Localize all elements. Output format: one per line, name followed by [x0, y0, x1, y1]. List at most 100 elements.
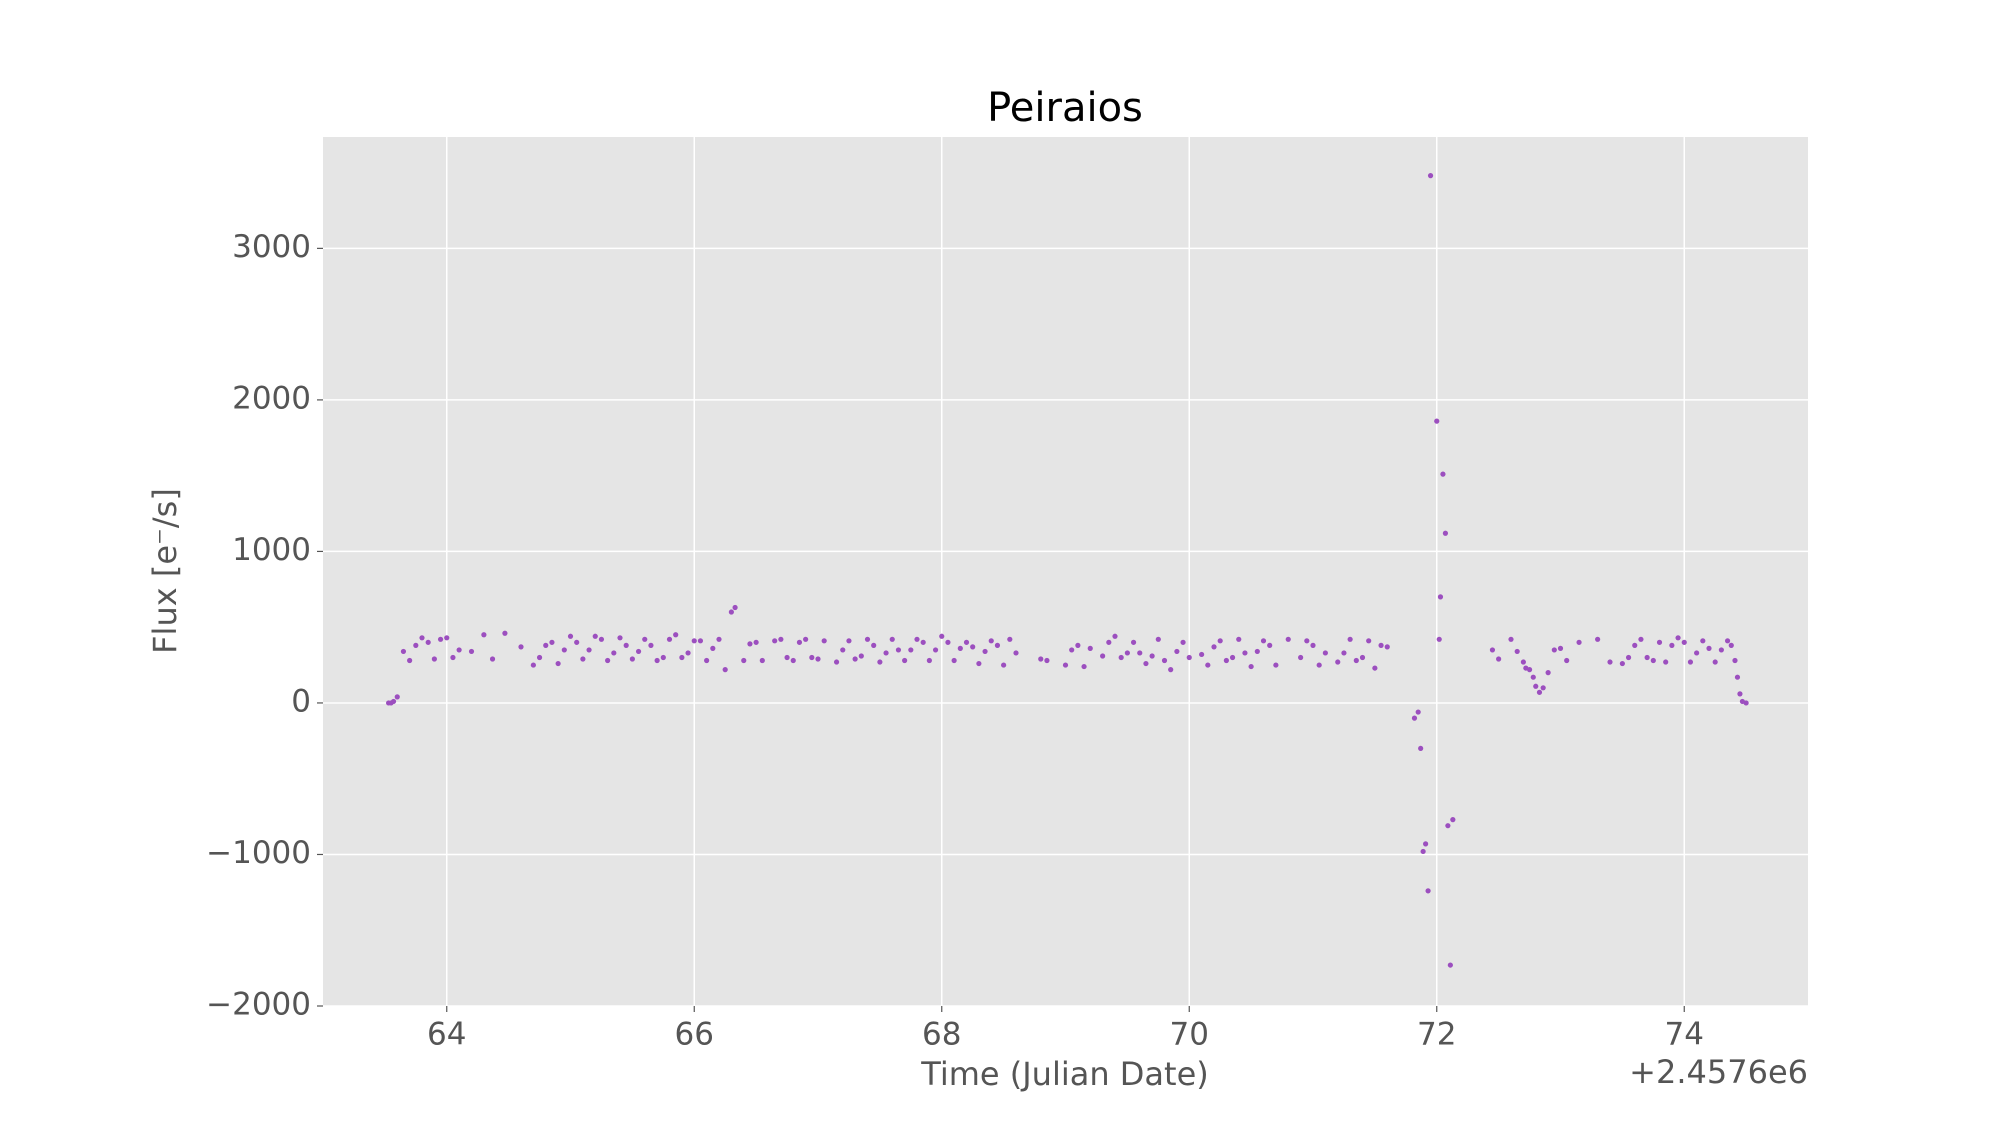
data-point — [673, 632, 679, 638]
x-tick-label: 72 — [1417, 1017, 1456, 1053]
data-point — [1100, 653, 1106, 659]
data-point — [732, 604, 738, 611]
data-point — [623, 642, 629, 648]
data-point — [691, 638, 697, 644]
data-point — [419, 635, 425, 641]
data-point — [846, 638, 852, 644]
data-point — [1619, 660, 1625, 667]
data-point — [437, 636, 444, 642]
data-point — [1663, 659, 1669, 665]
data-point — [728, 609, 734, 615]
data-point — [945, 639, 951, 645]
data-point — [895, 647, 902, 653]
data-point — [803, 636, 809, 642]
data-point — [1168, 667, 1174, 673]
data-point — [741, 657, 747, 664]
data-point — [654, 657, 660, 664]
data-point — [1694, 650, 1700, 656]
data-point — [1447, 962, 1453, 968]
data-point — [431, 656, 437, 662]
data-point — [951, 657, 957, 664]
data-point — [1211, 644, 1217, 650]
data-point — [1118, 654, 1124, 661]
data-point — [1236, 636, 1242, 642]
data-point — [902, 657, 908, 664]
data-point — [481, 632, 487, 638]
data-point — [858, 653, 864, 659]
data-point — [1734, 674, 1741, 680]
data-point — [1205, 662, 1211, 668]
data-point — [1669, 642, 1675, 648]
data-point — [833, 659, 840, 665]
data-point — [685, 650, 691, 656]
data-point — [586, 647, 592, 653]
data-point — [1496, 656, 1502, 662]
data-point — [994, 642, 1001, 648]
data-point — [920, 639, 926, 645]
data-point — [1384, 644, 1390, 650]
data-point — [450, 654, 456, 661]
data-point — [598, 636, 605, 642]
data-point — [784, 654, 790, 661]
data-point — [1638, 636, 1644, 642]
data-point — [1087, 645, 1093, 651]
data-point — [518, 644, 524, 650]
data-point — [468, 648, 475, 655]
data-point — [840, 647, 846, 653]
data-point — [1137, 650, 1143, 656]
data-point — [1437, 594, 1444, 600]
data-point — [679, 654, 685, 661]
data-point — [970, 644, 976, 650]
y-tick-label: 0 — [291, 683, 311, 719]
data-point — [574, 639, 580, 645]
data-point — [908, 647, 914, 653]
data-point — [1700, 638, 1706, 644]
data-point — [1341, 650, 1347, 656]
data-point — [561, 647, 567, 653]
data-point — [704, 657, 710, 664]
data-point — [1650, 657, 1656, 664]
data-point — [1718, 647, 1724, 653]
data-point — [1675, 635, 1681, 641]
data-point — [502, 630, 508, 636]
data-point — [1366, 638, 1372, 644]
data-point — [1174, 648, 1180, 655]
data-point — [1062, 662, 1069, 668]
data-point — [1425, 888, 1431, 894]
data-point — [1415, 709, 1421, 715]
data-point — [815, 656, 821, 662]
data-point — [1001, 662, 1007, 668]
data-point — [1724, 638, 1731, 644]
data-point — [536, 654, 543, 661]
data-point — [1595, 636, 1601, 642]
data-point — [1445, 823, 1451, 829]
data-point — [1316, 662, 1322, 668]
data-point — [567, 633, 574, 639]
data-point — [1112, 633, 1118, 639]
data-point — [1124, 650, 1130, 656]
y-tick-label: 2000 — [232, 380, 311, 416]
data-point — [407, 657, 413, 664]
data-point — [1508, 636, 1514, 642]
data-point — [1372, 665, 1378, 671]
data-point — [555, 660, 561, 667]
data-point — [988, 638, 994, 644]
data-point — [1625, 654, 1632, 661]
data-point — [982, 648, 988, 655]
data-point — [1526, 667, 1533, 673]
y-axis-label: Flux [e⁻/s] — [146, 488, 184, 654]
data-point — [642, 636, 648, 642]
data-point — [1322, 650, 1328, 656]
data-point — [914, 636, 920, 642]
data-point — [1359, 654, 1366, 661]
data-point — [1540, 685, 1546, 691]
y-tick-label: −1000 — [206, 835, 311, 871]
data-point — [926, 657, 932, 664]
data-point — [1242, 650, 1248, 656]
data-point — [580, 656, 586, 662]
data-point — [1732, 657, 1738, 664]
data-point — [1536, 689, 1543, 695]
data-point — [932, 647, 939, 653]
data-point — [1248, 663, 1254, 670]
data-point — [400, 648, 407, 655]
